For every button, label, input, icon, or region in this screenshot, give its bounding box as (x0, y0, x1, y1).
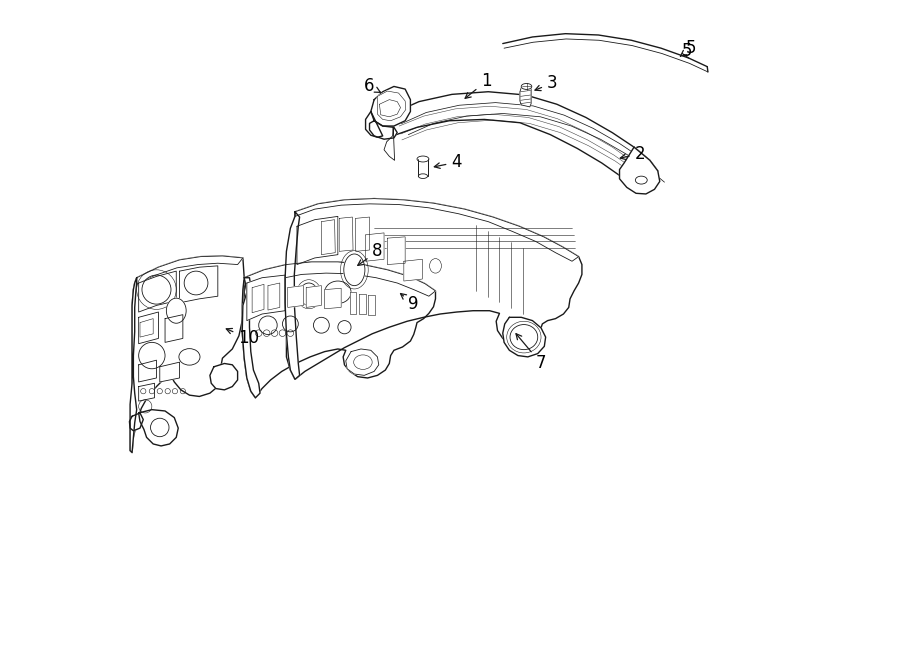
Polygon shape (306, 286, 321, 307)
Ellipse shape (429, 258, 441, 273)
Polygon shape (321, 219, 335, 254)
Polygon shape (404, 259, 422, 281)
Ellipse shape (179, 348, 200, 365)
Polygon shape (370, 121, 397, 139)
Ellipse shape (417, 156, 429, 162)
Polygon shape (377, 91, 406, 121)
Ellipse shape (510, 325, 537, 350)
Polygon shape (130, 278, 137, 453)
Polygon shape (242, 262, 436, 398)
Polygon shape (130, 256, 244, 453)
Polygon shape (365, 112, 382, 137)
Polygon shape (242, 278, 260, 398)
Polygon shape (380, 100, 400, 117)
Polygon shape (285, 212, 300, 379)
Text: 1: 1 (465, 72, 491, 98)
Polygon shape (295, 198, 579, 261)
Polygon shape (139, 360, 157, 382)
Polygon shape (359, 293, 365, 314)
Text: 10: 10 (226, 329, 259, 348)
Polygon shape (130, 413, 143, 431)
Polygon shape (619, 147, 660, 194)
Text: 8: 8 (358, 243, 382, 266)
Polygon shape (139, 312, 158, 344)
Ellipse shape (418, 174, 427, 178)
Polygon shape (325, 288, 341, 309)
Polygon shape (165, 315, 183, 342)
Polygon shape (160, 362, 180, 382)
Polygon shape (387, 92, 658, 193)
Polygon shape (339, 217, 353, 251)
Polygon shape (286, 198, 582, 379)
Ellipse shape (354, 355, 373, 369)
Polygon shape (247, 275, 285, 321)
Ellipse shape (325, 281, 351, 303)
Polygon shape (503, 317, 545, 357)
Text: 4: 4 (435, 153, 462, 171)
Ellipse shape (166, 298, 186, 323)
Polygon shape (139, 271, 176, 312)
Polygon shape (503, 34, 708, 72)
Polygon shape (139, 410, 178, 446)
Polygon shape (288, 286, 303, 307)
Polygon shape (350, 292, 356, 314)
Text: 9: 9 (400, 293, 419, 313)
Text: 6: 6 (364, 77, 381, 95)
Polygon shape (346, 349, 379, 375)
Polygon shape (268, 283, 280, 310)
Ellipse shape (344, 254, 364, 286)
Text: 3: 3 (535, 74, 558, 92)
Polygon shape (371, 87, 410, 126)
Polygon shape (384, 113, 394, 161)
Text: 2: 2 (620, 145, 645, 163)
Polygon shape (356, 217, 370, 251)
Text: 7: 7 (516, 334, 546, 373)
Polygon shape (418, 159, 427, 176)
Polygon shape (140, 319, 153, 337)
Polygon shape (252, 284, 264, 313)
Polygon shape (368, 295, 374, 315)
Polygon shape (137, 256, 243, 284)
Polygon shape (365, 233, 384, 261)
Polygon shape (297, 216, 338, 264)
Ellipse shape (635, 176, 647, 184)
Polygon shape (210, 364, 238, 390)
Polygon shape (180, 266, 218, 303)
Ellipse shape (300, 283, 318, 305)
Polygon shape (139, 383, 155, 401)
Polygon shape (520, 85, 531, 107)
Text: 5: 5 (682, 42, 693, 61)
Polygon shape (387, 237, 405, 264)
Text: 5: 5 (680, 39, 696, 58)
Polygon shape (244, 262, 436, 296)
Ellipse shape (521, 83, 532, 89)
